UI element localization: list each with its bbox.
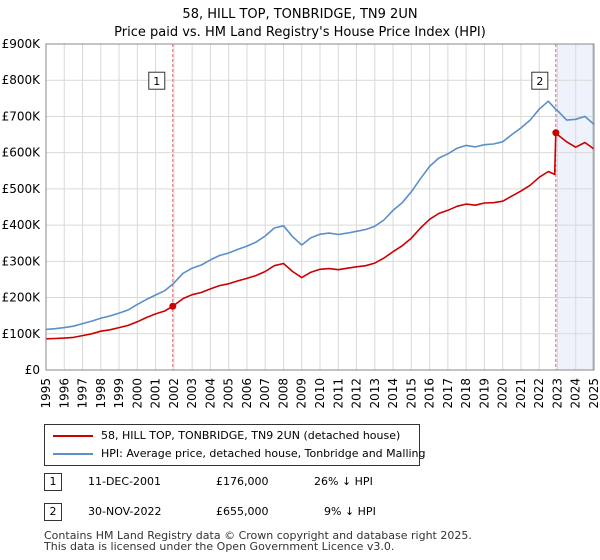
x-tick-label: 2025 — [587, 378, 600, 409]
x-tick-label: 2013 — [368, 378, 382, 409]
sale-point — [552, 129, 560, 137]
sale-label-box — [531, 71, 549, 90]
x-tick-label: 2009 — [295, 378, 309, 409]
legend: 58, HILL TOP, TONBRIDGE, TN9 2UN (detach… — [44, 424, 426, 466]
y-tick-label: £800K — [2, 73, 42, 87]
x-tick-label: 1995 — [39, 378, 53, 409]
property-series-line — [45, 131, 595, 340]
sale-badge: 2 — [44, 503, 62, 521]
x-tick-label: 2024 — [569, 378, 583, 409]
title-line-2: Price paid vs. HM Land Registry's House … — [114, 25, 486, 40]
x-tick-label: 1999 — [112, 378, 126, 409]
y-tick-label: £900K — [2, 37, 42, 51]
y-tick-label: £700K — [2, 109, 42, 123]
sale-price: £655,000 — [216, 505, 269, 518]
x-tick-label: 2001 — [149, 378, 163, 409]
sale-point — [169, 302, 177, 310]
x-tick-label: 2010 — [313, 378, 327, 409]
x-tick-label: 1997 — [76, 378, 90, 409]
y-tick-label: £200K — [2, 291, 42, 305]
y-tick-label: £500K — [2, 182, 42, 196]
x-tick-label: 2021 — [514, 378, 528, 409]
x-tick-label: 2011 — [331, 378, 345, 409]
footer: Contains HM Land Registry data © Crown c… — [44, 530, 472, 552]
x-tick-label: 2003 — [185, 378, 199, 409]
x-tick-label: 2020 — [496, 378, 510, 409]
chart-title: 58, HILL TOP, TONBRIDGE, TN9 2UN Price p… — [0, 6, 600, 42]
property-legend-swatch — [53, 435, 93, 437]
sale-date: 30-NOV-2022 — [88, 505, 162, 518]
y-tick-label: £300K — [2, 254, 42, 268]
x-tick-label: 2000 — [130, 378, 144, 409]
x-tick-label: 2005 — [222, 378, 236, 409]
sale-label: 1 — [153, 75, 160, 88]
footer-line-2: This data is licensed under the Open Gov… — [44, 540, 395, 553]
sale-label-box — [148, 71, 166, 90]
sale-hpi-diff: 26% ↓ HPI — [314, 475, 373, 488]
y-tick-label: £400K — [2, 218, 42, 232]
x-tick-label: 2018 — [459, 378, 473, 409]
x-tick-label: 2002 — [167, 378, 181, 409]
hpi-legend-swatch — [53, 453, 93, 455]
x-tick-label: 2023 — [550, 378, 564, 409]
x-tick-label: 2007 — [258, 378, 272, 409]
x-tick-label: 2006 — [240, 378, 254, 409]
sale-label: 2 — [536, 75, 543, 88]
x-tick-label: 2022 — [532, 378, 546, 409]
post-sale-shade — [555, 44, 594, 370]
x-tick-label: 2015 — [404, 378, 418, 409]
x-tick-label: 2012 — [350, 378, 364, 409]
x-tick-label: 1998 — [94, 378, 108, 409]
footer-line-1: Contains HM Land Registry data © Crown c… — [44, 529, 472, 542]
x-tick-label: 2008 — [276, 378, 290, 409]
sale-date: 11-DEC-2001 — [88, 475, 162, 488]
plot-frame — [45, 43, 595, 371]
x-tick-label: 2019 — [477, 378, 491, 409]
legend-hpi-label: HPI: Average price, detached house, Tonb… — [101, 447, 426, 460]
x-tick-label: 2016 — [423, 378, 437, 409]
x-tick-label: 1996 — [57, 378, 71, 409]
price-chart: £0 £100K £200K £300K £400K £500K £600K £700K £80… — [2, 37, 600, 409]
hpi-series-line — [45, 100, 595, 331]
sale-badge: 1 — [44, 473, 62, 491]
x-tick-label: 2004 — [203, 378, 217, 409]
title-line-1: 58, HILL TOP, TONBRIDGE, TN9 2UN — [182, 7, 418, 22]
y-tick-label: £100K — [2, 327, 42, 341]
sale-hpi-diff: 9% ↓ HPI — [324, 505, 376, 518]
legend-property-label: 58, HILL TOP, TONBRIDGE, TN9 2UN (detach… — [101, 429, 401, 442]
x-tick-label: 2017 — [441, 378, 455, 409]
y-tick-label: £0 — [25, 363, 40, 377]
x-tick-label: 2014 — [386, 378, 400, 409]
future-hatch — [592, 44, 594, 370]
y-tick-label: £600K — [2, 146, 42, 160]
sale-price: £176,000 — [216, 475, 269, 488]
